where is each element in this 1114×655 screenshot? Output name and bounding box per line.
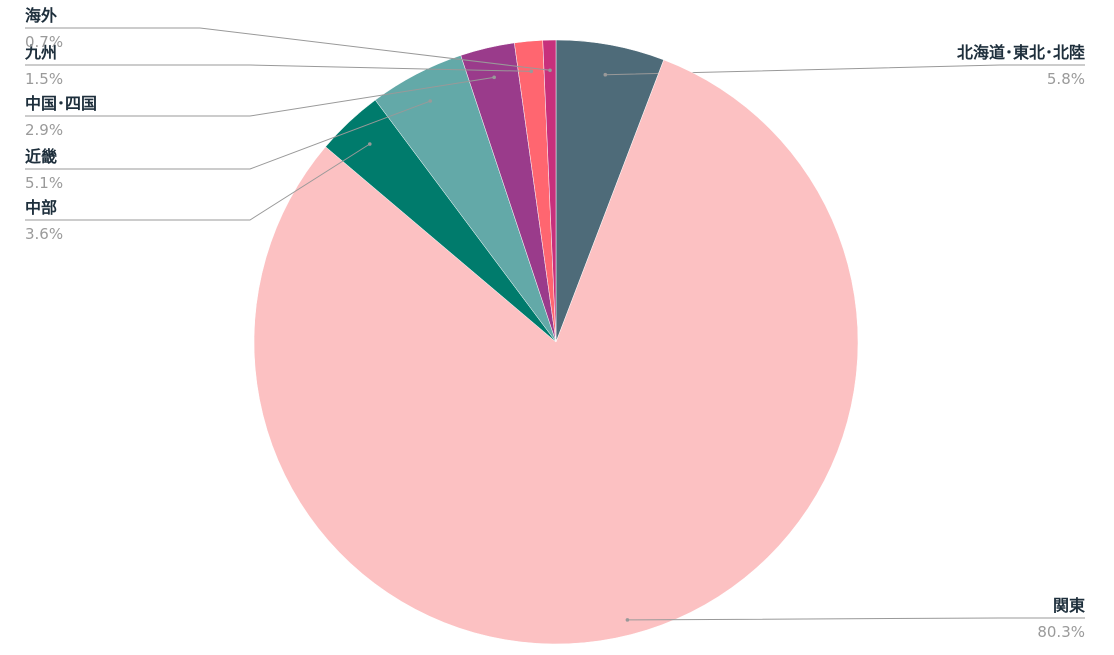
leader-dot [367, 142, 372, 146]
leader-line [627, 617, 1085, 621]
pie-slice [542, 39, 557, 343]
slice-name: 中部 [25, 198, 57, 217]
slice-name: 海外 [25, 6, 57, 25]
slice-name: 関東 [1053, 596, 1085, 615]
leader-dot [428, 99, 433, 103]
leader-line [25, 76, 495, 117]
leader-line [25, 100, 431, 170]
slice-value: 1.5% [25, 70, 63, 88]
slice-name: 北海道･東北･北陸 [957, 43, 1085, 62]
slice-name: 九州 [24, 43, 57, 62]
slice-value: 80.3% [1037, 623, 1085, 641]
slice-name: 中国･四国 [25, 94, 97, 113]
slice-value: 2.9% [25, 121, 63, 139]
slice-value: 5.1% [25, 174, 63, 192]
leader-dot [492, 75, 496, 80]
leader-line [25, 143, 371, 221]
slice-value: 5.8% [1047, 70, 1085, 88]
leader-dot [548, 68, 552, 73]
leader-line [25, 27, 551, 71]
leader-dot [529, 69, 534, 74]
slice-value: 0.7% [25, 33, 63, 51]
leader-line [605, 64, 1085, 76]
slice-name: 近畿 [25, 147, 57, 166]
pie-slice [253, 59, 859, 645]
leader-dot [625, 618, 630, 622]
slice-value: 3.6% [25, 225, 63, 243]
leader-dot [603, 72, 608, 77]
leader-line [25, 64, 532, 72]
